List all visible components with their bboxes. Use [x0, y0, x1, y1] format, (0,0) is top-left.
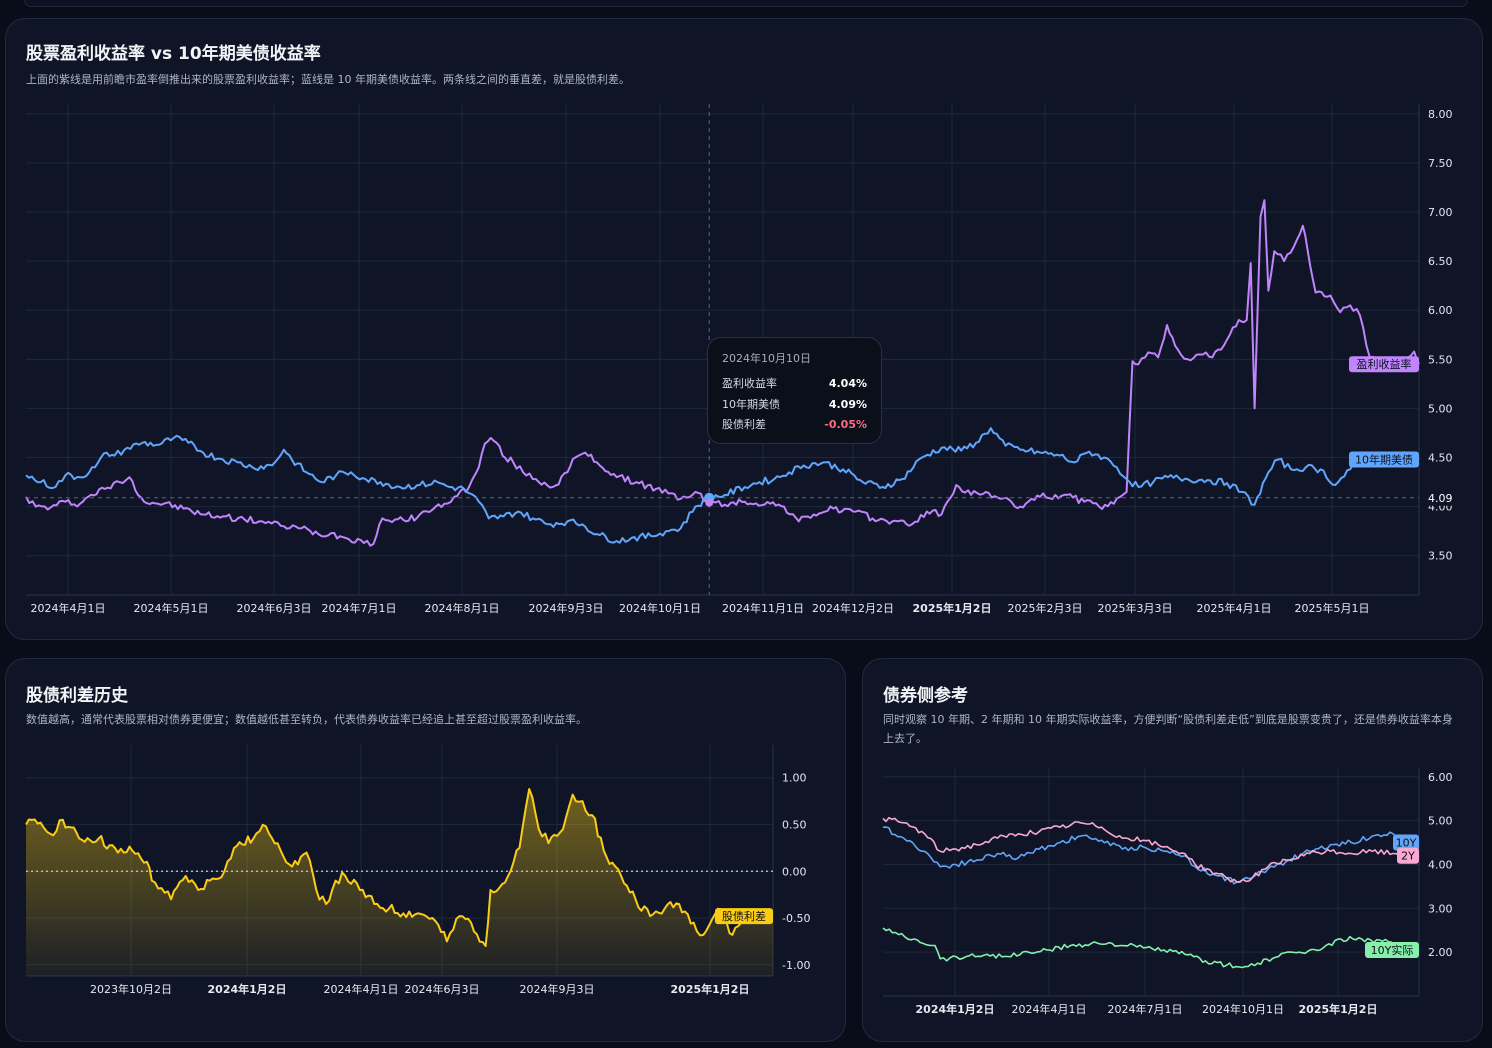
- main-x-tick-label: 2024年8月1日: [425, 601, 500, 615]
- main-x-tick-label: 2024年6月3日: [237, 601, 312, 615]
- main-series-0-end-label: 盈利收益率: [1349, 356, 1419, 373]
- main-x-tick-label: 2025年2月3日: [1008, 601, 1083, 615]
- main-x-tick-label: 2025年1月2日: [913, 601, 992, 615]
- tooltip-row-earnings: 盈利收益率 4.04%: [722, 374, 867, 395]
- main-x-tick-label: 2024年11月1日: [722, 601, 804, 615]
- main-x-tick-label: 2024年10月1日: [619, 601, 701, 615]
- bond-chart-title: 债券侧参考: [883, 686, 968, 706]
- main-series-0-end-label-text: 盈利收益率: [1357, 357, 1412, 371]
- chart-tooltip: 2024年10月10日 盈利收益率 4.04% 10年期美债 4.09% 股债利…: [707, 337, 882, 444]
- main-x-tick-label: 2024年12月2日: [812, 601, 894, 615]
- main-x-tick-label: 2025年5月1日: [1295, 601, 1370, 615]
- main-series-1-end-label-text: 10年期美债: [1355, 452, 1413, 466]
- bond-chart-card: 债券侧参考 同时观察 10 年期、2 年期和 10 年期实际收益率，方便判断“股…: [862, 658, 1483, 1042]
- main-series-0-line[interactable]: [25, 199, 1420, 547]
- crosshair-dot-earnings: [705, 498, 714, 507]
- main-x-tick-label: 2024年7月1日: [322, 601, 397, 615]
- main-plot: 3.504.004.505.005.506.006.507.007.508.00…: [25, 104, 1457, 615]
- main-x-tick-label: 2025年3月3日: [1098, 601, 1173, 615]
- tooltip-value-spread: -0.05%: [824, 418, 867, 431]
- main-y-tick-label: 4.50: [1428, 452, 1453, 465]
- tooltip-label-spread: 股债利差: [722, 418, 766, 431]
- main-y-tick-label: 7.50: [1428, 157, 1453, 170]
- main-y-tick-label: 5.50: [1428, 353, 1453, 366]
- spread-chart-card: 股债利差历史 数值越高，通常代表股票相对债券更便宜；数值越低甚至转负，代表债券收…: [5, 658, 846, 1042]
- tooltip-value-earnings: 4.04%: [828, 377, 867, 390]
- main-series-1-line[interactable]: [25, 427, 1420, 544]
- spread-chart-subtitle: 数值越高，通常代表股票相对债券更便宜；数值越低甚至转负，代表债券收益率已经追上甚…: [26, 713, 587, 726]
- tooltip-row-spread: 股债利差 -0.05%: [722, 415, 867, 436]
- crosshair-y-readout: 4.09: [1421, 489, 1457, 506]
- svg-text:4.09: 4.09: [1428, 492, 1453, 505]
- main-y-tick-label: 8.00: [1428, 108, 1453, 121]
- main-chart-card: 股票盈利收益率 vs 10年期美债收益率 上面的紫线是用前瞻市盈率倒推出来的股票…: [5, 18, 1483, 640]
- spread-chart-title: 股债利差历史: [26, 686, 128, 706]
- main-chart-title: 股票盈利收益率 vs 10年期美债收益率: [26, 44, 321, 64]
- main-y-tick-label: 6.50: [1428, 255, 1453, 268]
- main-x-tick-label: 2024年9月3日: [529, 601, 604, 615]
- tooltip-value-treasury: 4.09%: [828, 397, 867, 411]
- tooltip-row-treasury: 10年期美债 4.09%: [722, 395, 867, 416]
- main-x-tick-label: 2025年4月1日: [1197, 601, 1272, 615]
- main-series-1-end-label: 10年期美债: [1349, 451, 1419, 468]
- main-y-tick-label: 3.50: [1428, 550, 1453, 563]
- bond-chart-subtitle: 同时观察 10 年期、2 年期和 10 年期实际收益率，方便判断“股债利差走低”…: [883, 713, 1453, 745]
- tooltip-label-earnings: 盈利收益率: [722, 377, 777, 390]
- main-y-tick-label: 6.00: [1428, 304, 1453, 317]
- main-y-tick-label: 5.00: [1428, 402, 1453, 415]
- main-x-tick-label: 2024年4月1日: [31, 601, 106, 615]
- main-x-tick-label: 2024年5月1日: [134, 601, 209, 615]
- main-chart-subtitle: 上面的紫线是用前瞻市盈率倒推出来的股票盈利收益率；蓝线是 10 年期美债收益率。…: [26, 73, 630, 86]
- tooltip-label-treasury: 10年期美债: [722, 397, 780, 411]
- main-y-tick-label: 7.00: [1428, 206, 1453, 219]
- tooltip-date: 2024年10月10日: [722, 352, 811, 365]
